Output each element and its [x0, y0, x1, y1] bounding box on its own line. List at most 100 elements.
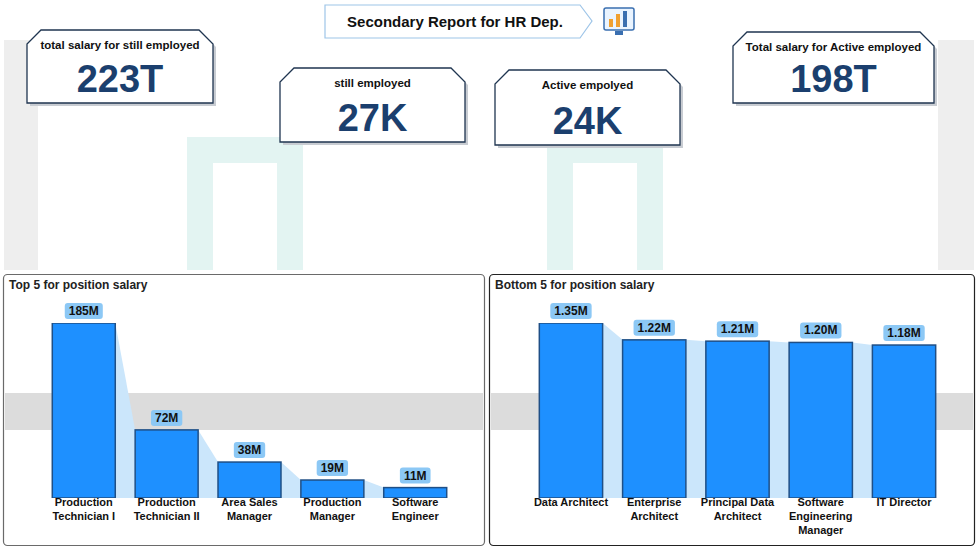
- kpi-card: total salary for still employed 223T: [27, 30, 216, 106]
- data-label-bg: [800, 322, 841, 338]
- x-tick-line: Production: [303, 496, 361, 508]
- ribbon: [364, 480, 384, 498]
- x-tick-line: Manager: [227, 510, 273, 522]
- x-tick-label: IT Director: [877, 496, 933, 508]
- card-value: 27K: [338, 97, 408, 139]
- x-tick-line: Data Architect: [534, 496, 609, 508]
- bar: [789, 342, 852, 498]
- x-tick-label: Area Sales Manager: [221, 496, 277, 522]
- data-label-text: 185M: [69, 304, 99, 318]
- data-label-bg: [883, 325, 924, 341]
- card-value: 198T: [790, 58, 877, 100]
- canvas: Secondary Report for HR Dep. total salary…: [0, 0, 978, 547]
- x-tick-line: IT Director: [877, 496, 933, 508]
- data-label: 1.20M: [800, 322, 841, 338]
- x-tick-line: Principal Data: [701, 496, 775, 508]
- bar: [872, 345, 935, 498]
- chart-title: Top 5 for position salary: [9, 278, 148, 292]
- kpi-card: Total salary for Active employed 198T: [733, 32, 937, 106]
- kpi-card: Active empolyed24K: [495, 70, 683, 148]
- data-label-text: 19M: [321, 461, 344, 475]
- plot-area: [52, 323, 446, 498]
- title: Secondary Report for HR Dep.: [347, 13, 563, 30]
- data-label-bg: [400, 468, 431, 484]
- icon-bar: [609, 19, 613, 27]
- data-label: 1.22M: [634, 320, 675, 336]
- data-label: 185M: [65, 303, 103, 319]
- x-tick-label: Software Engineer: [392, 496, 440, 522]
- x-tick-line: Engineer: [392, 510, 440, 522]
- x-tick-label: ProductionTechnician I: [52, 496, 115, 522]
- data-label-bg: [550, 303, 591, 319]
- x-tick-line: Software: [798, 496, 844, 508]
- x-tick-line: Production: [138, 496, 196, 508]
- ribbon: [769, 341, 789, 498]
- kpi-card: still employed 27K: [280, 68, 468, 145]
- x-tick-label: Principal Data Architect: [701, 496, 775, 522]
- data-label-text: 1.21M: [721, 322, 754, 336]
- card-label: total salary for still employed: [40, 39, 199, 51]
- data-label-bg: [151, 410, 182, 426]
- x-tick-label: Production Technician II: [134, 496, 200, 522]
- bar-chart: Top 5 for position salary185M72M38M19M11…: [4, 275, 485, 546]
- card-value: 223T: [77, 58, 164, 100]
- icon-bar: [623, 11, 627, 27]
- header: Secondary Report for HR Dep.: [325, 5, 634, 38]
- x-tick-label: Data Architect: [534, 496, 609, 508]
- x-tick-label: Software Engineering Manager: [789, 496, 853, 536]
- panel-frame: [4, 275, 485, 546]
- x-tick-line: Architect: [630, 510, 678, 522]
- plot-area: [539, 323, 935, 498]
- x-tick-line: Production: [55, 496, 113, 508]
- bg-shape: [200, 150, 650, 270]
- icon: [604, 8, 634, 35]
- icon-screen: [604, 8, 634, 30]
- data-label-text: 1.18M: [887, 326, 920, 340]
- card-label: still employed: [334, 77, 411, 89]
- card-frame: [280, 68, 465, 142]
- data-label: 38M: [234, 442, 265, 458]
- bar: [706, 341, 769, 498]
- x-tick-line: Software: [392, 496, 438, 508]
- data-label-text: 1.20M: [804, 323, 837, 337]
- data-label-text: 1.35M: [554, 304, 587, 318]
- data-label: 1.35M: [550, 303, 591, 319]
- icon-stand: [615, 31, 623, 35]
- data-label: 11M: [400, 468, 431, 484]
- x-tick-line: Engineering: [789, 510, 853, 522]
- data-label: 1.18M: [883, 325, 924, 341]
- bg-shape: [938, 40, 974, 270]
- data-label-bg: [717, 321, 758, 337]
- data-label-bg: [234, 442, 265, 458]
- title-box: [325, 5, 592, 38]
- chart-title: Bottom 5 for position salary: [495, 278, 655, 292]
- dashboard: Secondary Report for HR Dep. total salary…: [0, 0, 978, 547]
- x-tick-label: Production Manager: [303, 496, 361, 522]
- data-label-bg: [634, 320, 675, 336]
- ribbon: [852, 342, 872, 498]
- data-label-text: 38M: [238, 443, 261, 457]
- card-label: Total salary for Active employed: [746, 41, 922, 53]
- x-tick-line: Area Sales: [221, 496, 277, 508]
- panel-frame: [490, 275, 975, 546]
- ribbon: [198, 430, 218, 498]
- bar: [218, 462, 281, 498]
- x-tick-line: Architect: [714, 510, 762, 522]
- bar: [623, 340, 686, 498]
- data-label-bg: [65, 303, 103, 319]
- bar: [52, 323, 115, 498]
- x-tick-label: Enterprise Architect: [627, 496, 681, 522]
- data-label-text: 11M: [404, 469, 427, 483]
- data-label: 1.21M: [717, 321, 758, 337]
- background: [4, 40, 974, 270]
- ribbon: [281, 462, 301, 498]
- x-tick-line: Enterprise: [627, 496, 681, 508]
- data-label-bg: [317, 460, 348, 476]
- x-tick-line: Manager: [310, 510, 356, 522]
- icon-bar: [616, 14, 620, 27]
- card-label: Active empolyed: [542, 79, 633, 91]
- x-tick-line: Technician II: [134, 510, 200, 522]
- card-frame: [495, 70, 680, 145]
- bar-chart: Bottom 5 for position salary 1.35M 1.22M 1.…: [490, 275, 975, 546]
- x-tick-line: Manager: [798, 524, 844, 536]
